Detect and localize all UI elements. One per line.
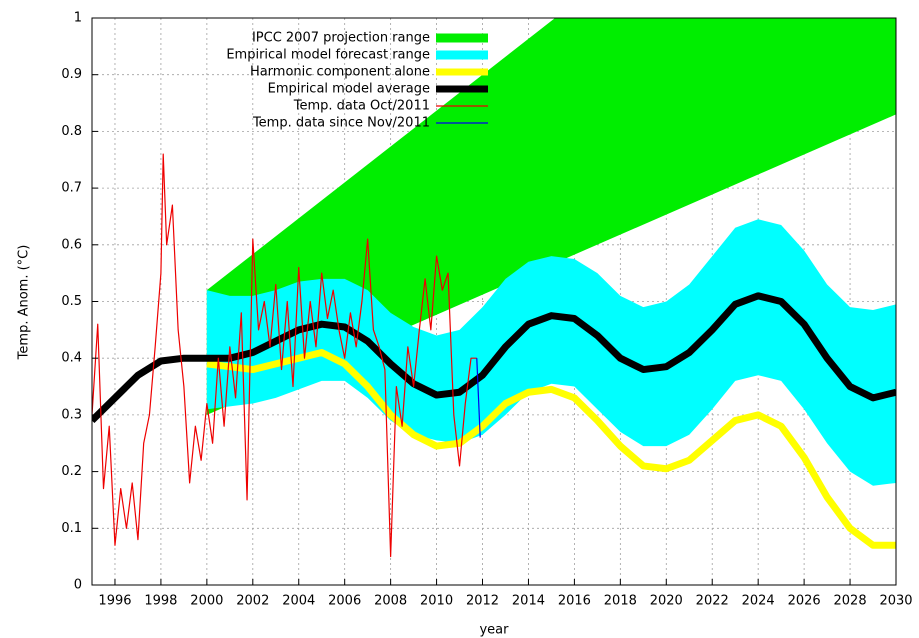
data-line: [206, 349, 896, 549]
plot-area: [92, 18, 896, 558]
data-line: [92, 153, 477, 558]
x-tick-label: 2006: [328, 594, 361, 609]
legend-label: Empirical model forecast range: [226, 48, 430, 63]
x-tick-label: 2024: [742, 594, 775, 609]
range-band: [206, 219, 896, 486]
y-tick-label: 0.5: [61, 294, 82, 309]
axes: 0 0.1 0.2 0.3 0.4 0.5 0.6 0.7 0.8 0.9 1 1996 1998 200…: [61, 11, 912, 609]
x-tick-label: 2014: [512, 594, 545, 609]
x-tick-label: 2022: [696, 594, 729, 609]
x-tick-label: 2018: [604, 594, 637, 609]
x-tick-label: 1996: [98, 594, 131, 609]
x-tick-label: 2020: [650, 594, 683, 609]
y-tick-label: 1: [74, 11, 82, 26]
y-tick-label: 0.3: [61, 407, 82, 422]
legend-label: IPCC 2007 projection range: [252, 31, 430, 46]
y-tick-label: 0.2: [61, 464, 82, 479]
y-axis-label: Temp. Anom. (°C): [17, 245, 32, 361]
legend-label: Temp. data since Nov/2011: [252, 116, 430, 131]
y-tick-label: 0.4: [61, 351, 82, 366]
x-tick-label: 2012: [466, 594, 499, 609]
y-tick-label: 0: [74, 578, 82, 593]
x-tick-label: 2016: [558, 594, 591, 609]
legend-label: Harmonic component alone: [250, 65, 430, 80]
x-tick-label: 2026: [788, 594, 821, 609]
x-tick-label: 2004: [282, 594, 315, 609]
y-tick-label: 0.7: [61, 181, 82, 196]
x-tick-label: 2028: [834, 594, 867, 609]
y-tick-label: 0.6: [61, 237, 82, 252]
x-tick-label: 1998: [144, 594, 177, 609]
legend-label: Empirical model average: [268, 82, 430, 97]
legend: IPCC 2007 projection range Empirical mode…: [226, 31, 488, 131]
x-tick-label: 2008: [374, 594, 407, 609]
y-tick-label: 0.1: [61, 521, 82, 536]
x-tick-label: 2010: [420, 594, 453, 609]
x-tick-label: 2000: [190, 594, 223, 609]
y-tick-label: 0.8: [61, 124, 82, 139]
legend-label: Temp. data Oct/2011: [293, 99, 430, 114]
data-line: [476, 358, 481, 438]
x-axis-label: year: [479, 623, 509, 638]
data-line: [92, 292, 896, 424]
x-tick-label: 2030: [879, 594, 912, 609]
x-tick-label: 2002: [236, 594, 269, 609]
y-tick-label: 0.9: [61, 67, 82, 82]
